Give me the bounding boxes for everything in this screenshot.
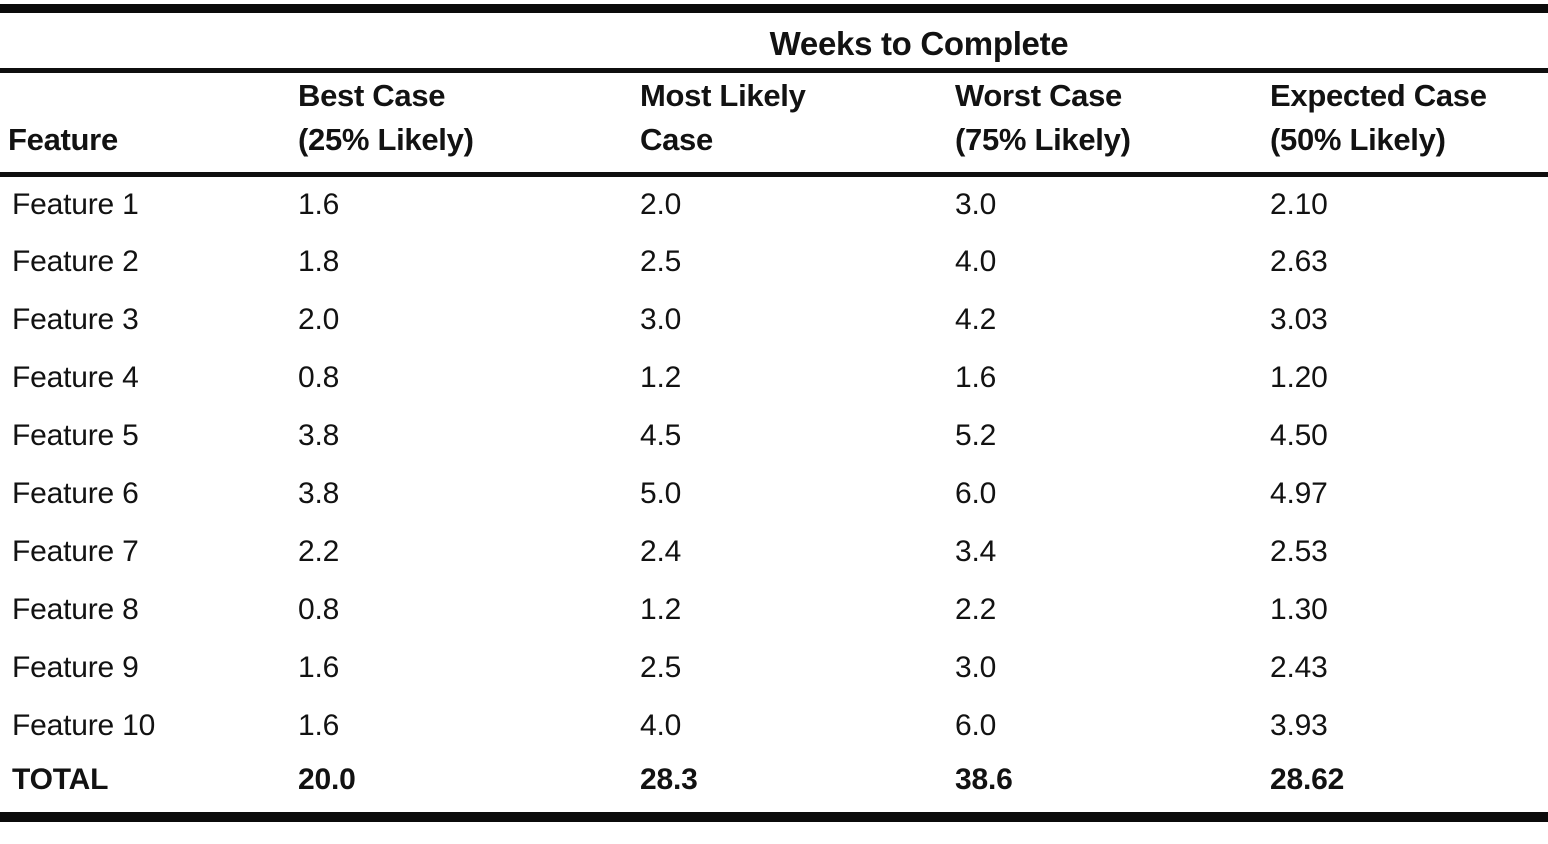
most-likely-cell: 2.0 [640,187,682,221]
feature-cell: Feature 5 [12,418,139,452]
expected-case-cell: 2.43 [1270,650,1328,684]
col-header-best-case: Best Case (25% Likely) [290,70,632,177]
table-body: Feature 1 1.6 2.0 3.0 2.10 Feature 2 1.8… [0,175,1548,817]
best-case-cell: 2.0 [298,302,340,336]
best-case-cell: 0.8 [298,360,340,394]
col-header-worst-case: Worst Case (75% Likely) [947,70,1262,177]
table-row: Feature 2 1.8 2.5 4.0 2.63 [0,233,1548,291]
feature-cell: Feature 2 [12,244,139,278]
worst-case-cell: 3.0 [955,650,997,684]
table-row: Feature 9 1.6 2.5 3.0 2.43 [0,639,1548,697]
expected-case-cell: 4.97 [1270,476,1328,510]
col-header-line: Best Case [298,77,446,113]
column-header-row: Feature Best Case (25% Likely) Most Like… [0,70,1548,177]
total-expected-case-cell: 28.62 [1270,763,1345,796]
feature-cell: Feature 8 [12,592,139,626]
feature-cell: Feature 6 [12,476,139,510]
total-label-cell: TOTAL [12,763,109,796]
most-likely-cell: 3.0 [640,302,682,336]
best-case-cell: 1.8 [298,244,340,278]
worst-case-cell: 2.2 [955,592,997,626]
table-row: Feature 4 0.8 1.2 1.6 1.20 [0,349,1548,407]
total-most-likely-cell: 28.3 [640,763,698,796]
expected-case-cell: 4.50 [1270,418,1328,452]
expected-case-cell: 3.93 [1270,708,1328,742]
most-likely-cell: 4.0 [640,708,682,742]
table-row: Feature 8 0.8 1.2 2.2 1.30 [0,581,1548,639]
feature-cell: Feature 3 [12,302,139,336]
total-worst-case-cell: 38.6 [955,763,1013,796]
col-header-line: (75% Likely) [955,121,1131,157]
best-case-cell: 1.6 [298,708,340,742]
expected-case-cell: 3.03 [1270,302,1328,336]
best-case-cell: 0.8 [298,592,340,626]
most-likely-cell: 2.5 [640,650,682,684]
most-likely-cell: 2.5 [640,244,682,278]
col-header-expected-case: Expected Case (50% Likely) [1262,70,1548,177]
worst-case-cell: 1.6 [955,360,997,394]
col-header-line: Most Likely [640,77,806,113]
most-likely-cell: 1.2 [640,360,682,394]
table-head: Weeks to Complete Feature Best Case (25%… [0,8,1548,177]
table-title: Weeks to Complete [290,8,1548,73]
worst-case-cell: 6.0 [955,708,997,742]
worst-case-cell: 3.4 [955,534,997,568]
table-row: Feature 3 2.0 3.0 4.2 3.03 [0,291,1548,349]
col-header-line: Worst Case [955,77,1122,113]
most-likely-cell: 4.5 [640,418,682,452]
col-header-line: (25% Likely) [298,121,474,157]
expected-case-cell: 1.30 [1270,592,1328,626]
col-header-most-likely-case: Most Likely Case [632,70,947,177]
worst-case-cell: 3.0 [955,187,997,221]
total-best-case-cell: 20.0 [298,763,356,796]
expected-case-cell: 2.10 [1270,187,1328,221]
expected-case-cell: 1.20 [1270,360,1328,394]
table-row: Feature 6 3.8 5.0 6.0 4.97 [0,465,1548,523]
worst-case-cell: 4.2 [955,302,997,336]
most-likely-cell: 2.4 [640,534,682,568]
table-row: Feature 5 3.8 4.5 5.2 4.50 [0,407,1548,465]
feature-cell: Feature 10 [12,708,156,742]
expected-case-cell: 2.63 [1270,244,1328,278]
feature-cell: Feature 4 [12,360,139,394]
most-likely-cell: 5.0 [640,476,682,510]
col-header-line: (50% Likely) [1270,121,1446,157]
estimation-table: Weeks to Complete Feature Best Case (25%… [0,4,1548,822]
spanner-spacer-cell [0,8,290,73]
worst-case-cell: 6.0 [955,476,997,510]
most-likely-cell: 1.2 [640,592,682,626]
best-case-cell: 1.6 [298,650,340,684]
table-row: Feature 10 1.6 4.0 6.0 3.93 [0,697,1548,755]
feature-cell: Feature 7 [12,534,139,568]
table-row: Feature 1 1.6 2.0 3.0 2.10 [0,175,1548,233]
col-header-line: Expected Case [1270,77,1487,113]
worst-case-cell: 4.0 [955,244,997,278]
best-case-cell: 1.6 [298,187,340,221]
col-header-feature: Feature [0,70,290,177]
best-case-cell: 3.8 [298,476,340,510]
table-row: Feature 7 2.2 2.4 3.4 2.53 [0,523,1548,581]
feature-cell: Feature 9 [12,650,139,684]
col-header-line: Case [640,121,713,157]
feature-cell: Feature 1 [12,187,139,221]
best-case-cell: 2.2 [298,534,340,568]
worst-case-cell: 5.2 [955,418,997,452]
total-row: TOTAL 20.0 28.3 38.6 28.62 [0,755,1548,817]
spanner-row: Weeks to Complete [0,8,1548,73]
col-header-line: Feature [8,121,118,157]
expected-case-cell: 2.53 [1270,534,1328,568]
best-case-cell: 3.8 [298,418,340,452]
